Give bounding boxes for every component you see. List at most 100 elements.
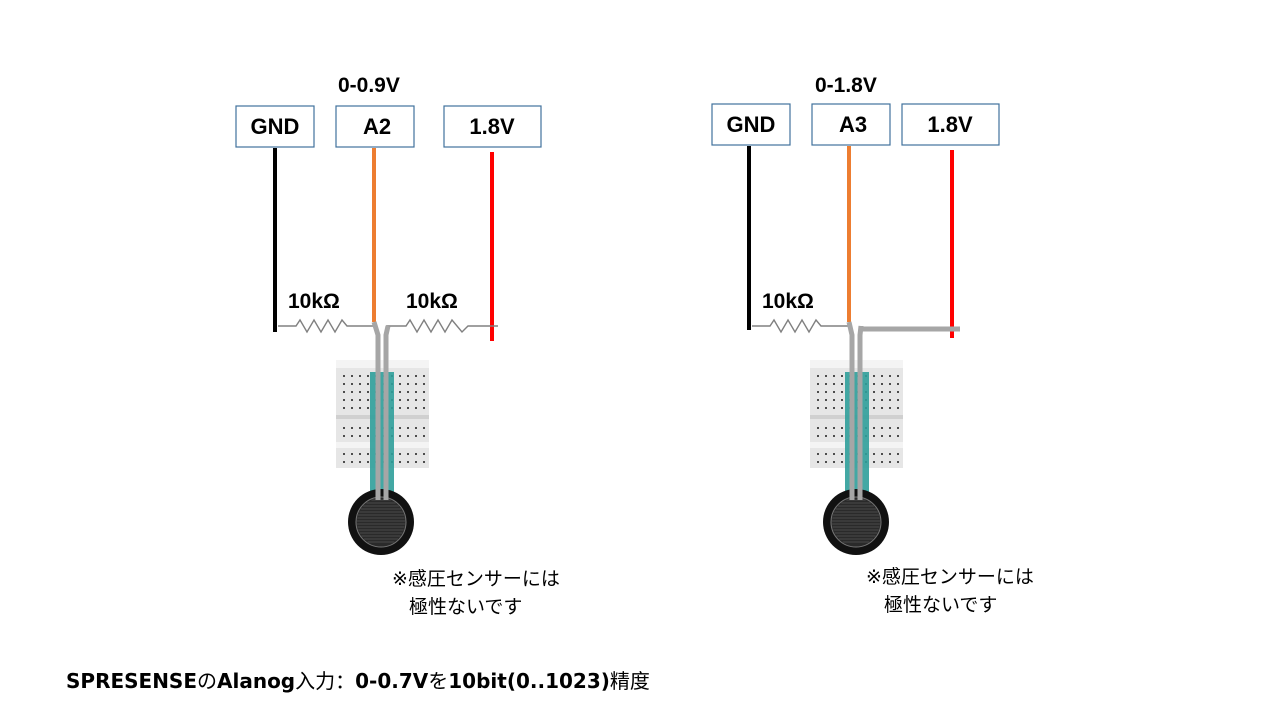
breadboard-hole — [407, 407, 409, 409]
breadboard-hole — [367, 453, 369, 455]
breadboard-hole — [833, 383, 835, 385]
breadboard-hole — [343, 461, 345, 463]
breadboard-hole — [881, 399, 883, 401]
breadboard-hole — [841, 383, 843, 385]
breadboard-hole — [881, 383, 883, 385]
breadboard-hole — [399, 453, 401, 455]
footer-part2: の — [197, 669, 217, 693]
breadboard-hole — [841, 461, 843, 463]
breadboard-hole — [407, 391, 409, 393]
breadboard-hole — [825, 407, 827, 409]
breadboard-hole — [415, 407, 417, 409]
breadboard-hole — [881, 407, 883, 409]
breadboard-hole — [359, 399, 361, 401]
breadboard-hole — [367, 435, 369, 437]
direct-connection-right — [858, 326, 960, 332]
breadboard-hole — [825, 383, 827, 385]
breadboard-hole — [881, 427, 883, 429]
breadboard-hole — [359, 435, 361, 437]
breadboard-hole — [351, 427, 353, 429]
note-line1-left: ※感圧センサーには — [392, 568, 560, 590]
breadboard-hole — [343, 391, 345, 393]
breadboard-hole — [881, 391, 883, 393]
breadboard-hole — [423, 427, 425, 429]
breadboard-hole — [841, 399, 843, 401]
pin-box-analog-right — [811, 103, 891, 146]
breadboard-hole — [833, 407, 835, 409]
breadboard-hole — [343, 375, 345, 377]
breadboard-hole — [415, 391, 417, 393]
breadboard-hole — [897, 375, 899, 377]
force-sensor-right — [823, 372, 889, 555]
breadboard-hole — [399, 399, 401, 401]
breadboard-hole — [833, 435, 835, 437]
breadboard-hole — [889, 427, 891, 429]
range-label-right: 0-1.8V — [815, 74, 877, 97]
breadboard-hole — [351, 375, 353, 377]
footer-part1: SPRESENSE — [66, 669, 197, 693]
sensor-lead-left-2 — [383, 325, 391, 500]
breadboard-hole — [351, 453, 353, 455]
breadboard-hole — [889, 375, 891, 377]
sensor-lead-right-2 — [857, 325, 864, 500]
breadboard-hole — [423, 407, 425, 409]
breadboard-hole — [415, 427, 417, 429]
breadboard-hole — [367, 461, 369, 463]
breadboard-hole — [351, 399, 353, 401]
breadboard-hole — [359, 461, 361, 463]
pin-label-analog-left: A2 — [363, 114, 391, 139]
pin-box-gnd-right — [711, 103, 791, 146]
breadboard-hole — [873, 435, 875, 437]
breadboard-hole — [873, 461, 875, 463]
breadboard-hole — [359, 375, 361, 377]
breadboard-hole — [367, 427, 369, 429]
breadboard-hole — [889, 399, 891, 401]
breadboard-hole — [415, 383, 417, 385]
pin-box-gnd-left — [235, 105, 315, 148]
breadboard-hole — [897, 391, 899, 393]
breadboard-hole — [423, 453, 425, 455]
breadboard-hole — [367, 407, 369, 409]
breadboard-hole — [825, 461, 827, 463]
breadboard-hole — [833, 453, 835, 455]
breadboard-hole — [817, 461, 819, 463]
sensor-lead-right-1 — [846, 321, 855, 500]
footer-part5: 0-0.7V — [355, 669, 429, 693]
breadboard-hole — [889, 391, 891, 393]
breadboard-hole — [359, 427, 361, 429]
breadboard-hole — [343, 427, 345, 429]
breadboard-hole — [359, 391, 361, 393]
pin-label-analog-right: A3 — [839, 112, 867, 137]
breadboard-hole — [407, 461, 409, 463]
pin-box-analog-left — [335, 105, 415, 148]
breadboard-hole — [407, 435, 409, 437]
breadboard-hole — [367, 391, 369, 393]
breadboard-hole — [351, 461, 353, 463]
breadboard-hole — [881, 461, 883, 463]
breadboard-hole — [833, 399, 835, 401]
sensor-lead-left-1 — [371, 321, 381, 500]
breadboard-hole — [359, 407, 361, 409]
breadboard-hole — [873, 383, 875, 385]
breadboard-hole — [889, 435, 891, 437]
breadboard-hole — [399, 435, 401, 437]
breadboard-hole — [817, 435, 819, 437]
breadboard-hole — [825, 391, 827, 393]
breadboard-hole — [423, 391, 425, 393]
breadboard-hole — [841, 375, 843, 377]
breadboard-hole — [367, 383, 369, 385]
pin-label-gnd-left: GND — [251, 114, 300, 139]
breadboard-hole — [343, 383, 345, 385]
pin-box-vcc-right — [901, 103, 1000, 146]
note-line2-right: 極性ないです — [884, 594, 997, 616]
footer-part7: 10bit(0..1023) — [448, 669, 610, 693]
breadboard-hole — [351, 435, 353, 437]
footer-part6: を — [428, 669, 448, 693]
breadboard-hole — [415, 461, 417, 463]
breadboard-hole — [423, 435, 425, 437]
breadboard-hole — [873, 375, 875, 377]
breadboard-hole — [351, 383, 353, 385]
breadboard-hole — [415, 453, 417, 455]
breadboard-hole — [825, 453, 827, 455]
